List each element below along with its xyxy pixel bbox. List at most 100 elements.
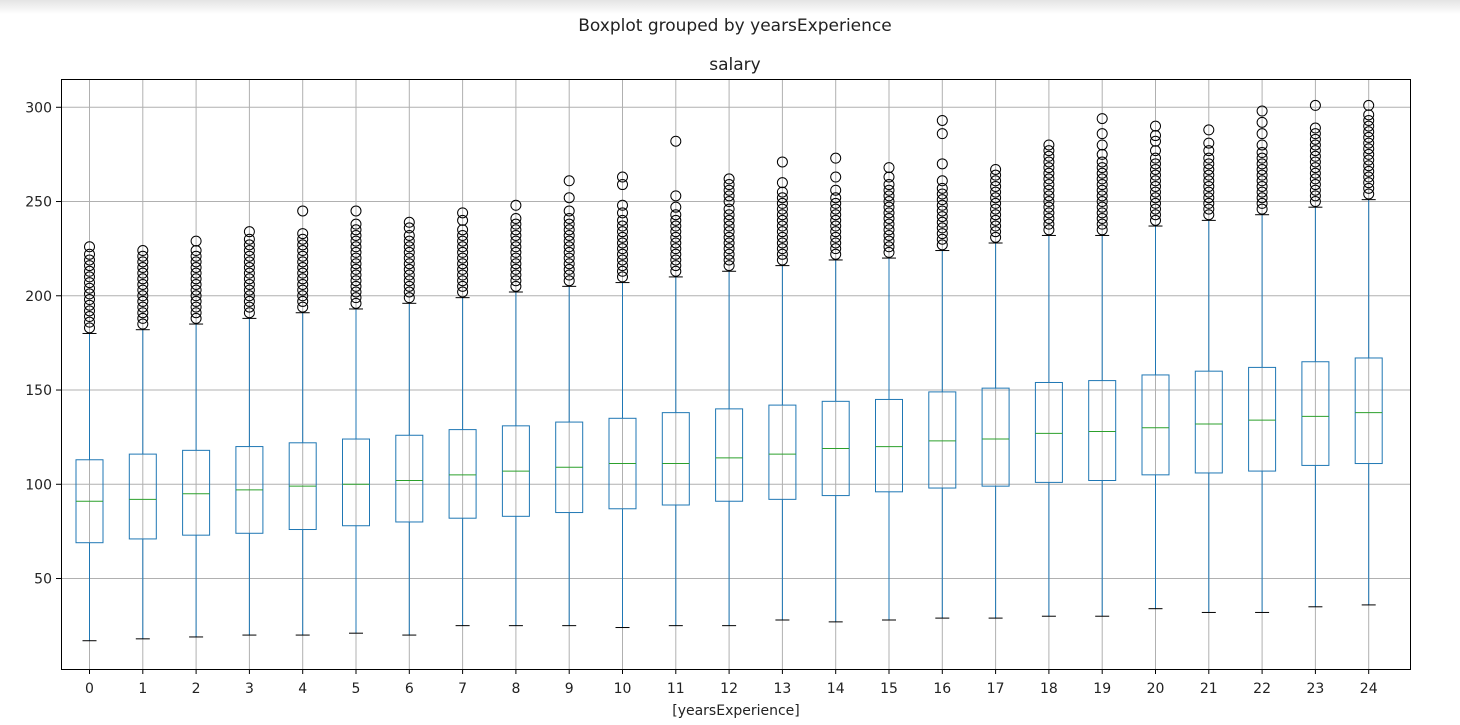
flier-point <box>1203 209 1215 221</box>
flier-point <box>776 243 788 255</box>
flier-point <box>457 263 469 275</box>
flier-point <box>137 290 149 302</box>
box <box>342 438 370 527</box>
flier-point <box>297 267 309 279</box>
x-tick-label: 2 <box>192 681 201 697</box>
flier-point <box>883 229 895 241</box>
flier-point <box>84 241 95 253</box>
flier-point <box>670 254 682 266</box>
flier-point <box>403 258 415 270</box>
flier-point <box>990 203 1002 215</box>
flier-point <box>936 199 948 211</box>
flier-point <box>457 207 469 219</box>
flier-point <box>1043 201 1055 213</box>
x-tick-label: 15 <box>880 681 898 697</box>
flier-point <box>350 258 362 270</box>
flier-point <box>830 203 842 215</box>
flier-point <box>1256 192 1268 204</box>
flier-point <box>1150 203 1161 215</box>
box-group <box>342 205 370 634</box>
flier-point <box>883 224 895 236</box>
flier-point <box>617 271 628 283</box>
flier-point <box>457 258 469 270</box>
flier-point <box>670 201 682 213</box>
flier-point <box>297 205 309 217</box>
flier-point <box>1309 179 1321 191</box>
flier-point <box>723 220 735 232</box>
flier-point <box>190 284 202 296</box>
flier-point <box>1203 197 1215 209</box>
flier-point <box>1203 192 1215 204</box>
box-group <box>875 162 903 621</box>
flier-point <box>137 307 149 319</box>
flier-point <box>1256 169 1268 181</box>
flier-point <box>936 114 948 126</box>
flier-point <box>403 292 415 304</box>
y-tick-label: 300 <box>25 100 52 116</box>
flier-point <box>1043 167 1055 179</box>
flier-point <box>190 256 202 268</box>
flier-point <box>990 209 1002 221</box>
flier-point <box>1309 190 1321 202</box>
flier-point <box>1309 128 1321 140</box>
flier-point <box>563 229 575 241</box>
flier-point <box>1096 167 1108 179</box>
flier-point <box>350 269 362 281</box>
flier-point <box>1096 162 1108 174</box>
flier-point <box>1043 184 1055 196</box>
flier-point <box>1363 143 1375 155</box>
flier-point <box>776 186 788 198</box>
flier-point <box>1043 150 1055 162</box>
flier-point <box>617 254 628 266</box>
flier-point <box>243 295 255 307</box>
flier-point <box>723 209 735 221</box>
flier-point <box>1203 169 1215 181</box>
window-top-shadow <box>0 0 1460 14</box>
flier-point <box>883 190 895 202</box>
flier-point <box>1203 152 1215 164</box>
flier-point <box>1256 175 1268 187</box>
flier-point <box>1363 171 1375 183</box>
flier-point <box>1256 197 1268 209</box>
flier-point <box>883 196 895 208</box>
flier-point <box>830 171 842 183</box>
flier-point <box>510 235 522 247</box>
flier-point <box>510 241 522 253</box>
flier-point <box>190 301 202 313</box>
flier-point <box>776 237 788 249</box>
box <box>1194 370 1223 474</box>
flier-point <box>1096 173 1108 185</box>
flier-point <box>137 256 149 268</box>
x-tick-label: 14 <box>827 681 845 697</box>
flier-point <box>1256 128 1268 140</box>
flier-point <box>84 254 95 266</box>
flier-point <box>936 175 948 187</box>
flier-point <box>670 220 682 232</box>
flier-point <box>1309 162 1321 174</box>
flier-point <box>243 301 255 313</box>
flier-point <box>403 286 415 298</box>
x-tick-label: 16 <box>933 681 951 697</box>
flier-point <box>990 220 1002 232</box>
flier-point <box>723 243 735 255</box>
flier-point <box>1363 188 1375 200</box>
flier-point <box>350 218 362 230</box>
flier-point <box>776 177 788 189</box>
flier-point <box>510 229 522 241</box>
flier-point <box>1256 139 1268 151</box>
flier-point <box>1150 135 1161 147</box>
flier-point <box>670 237 682 249</box>
flier-point <box>510 258 522 270</box>
flier-point <box>137 318 149 330</box>
flier-point <box>1203 203 1215 215</box>
flier-point <box>1043 224 1055 236</box>
box-group <box>1141 120 1170 610</box>
x-tick-label: 24 <box>1360 681 1378 697</box>
box-group <box>1088 113 1117 617</box>
flier-point <box>190 307 202 319</box>
flier-point <box>1150 163 1161 175</box>
box-group <box>128 245 157 640</box>
x-tick-label: 11 <box>667 681 685 697</box>
flier-point <box>1256 152 1268 164</box>
x-tick-label: 12 <box>720 681 738 697</box>
